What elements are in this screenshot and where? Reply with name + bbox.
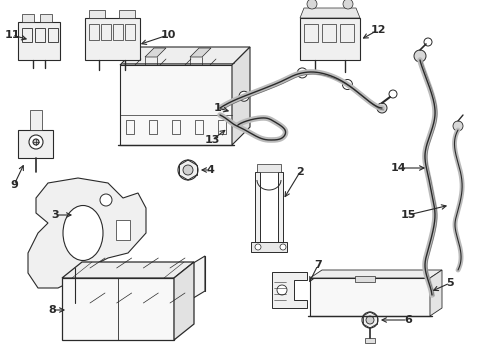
Bar [172,120,180,134]
Circle shape [239,91,248,101]
Polygon shape [309,270,441,278]
Text: 15: 15 [400,210,415,220]
Ellipse shape [63,206,103,261]
Polygon shape [271,272,306,308]
Text: 13: 13 [204,135,219,145]
Circle shape [365,316,373,324]
Polygon shape [429,270,441,316]
Bar [119,10,135,18]
Bar [364,338,374,343]
Polygon shape [18,22,60,60]
Bar [89,24,99,40]
Circle shape [178,160,198,180]
Bar [218,120,225,134]
Text: 4: 4 [205,165,214,175]
Circle shape [423,38,431,46]
Polygon shape [250,242,286,252]
Text: 12: 12 [369,25,385,35]
Polygon shape [30,110,42,130]
Bar [116,220,130,240]
Bar [101,24,111,40]
Bar [321,24,335,42]
Circle shape [280,244,285,250]
Polygon shape [299,8,359,18]
Circle shape [183,165,193,175]
Text: 6: 6 [403,315,411,325]
Bar [89,10,105,18]
Bar [421,290,437,298]
Text: 14: 14 [389,163,405,173]
Polygon shape [309,278,429,316]
Polygon shape [231,47,249,145]
Polygon shape [145,48,165,57]
Text: 9: 9 [10,180,18,190]
Polygon shape [28,178,146,288]
Text: 3: 3 [51,210,59,220]
Bar [257,164,281,172]
Circle shape [297,68,306,78]
Circle shape [33,139,39,145]
Text: 2: 2 [296,167,303,177]
Polygon shape [299,18,359,60]
Circle shape [306,0,316,9]
Polygon shape [75,256,204,303]
Text: 11: 11 [4,30,20,40]
Text: 8: 8 [48,305,56,315]
Text: 10: 10 [160,30,175,40]
Polygon shape [278,172,283,242]
Bar [339,24,353,42]
Text: 1: 1 [214,103,222,113]
Circle shape [376,103,386,113]
Bar [48,28,58,42]
Circle shape [29,135,43,149]
Polygon shape [120,47,249,65]
Polygon shape [85,18,140,60]
Polygon shape [190,48,210,57]
Bar [22,28,32,42]
Polygon shape [62,278,174,340]
Bar [113,24,123,40]
Polygon shape [18,130,53,158]
Bar [40,14,52,22]
Circle shape [342,0,352,9]
Circle shape [254,244,261,250]
Bar [304,24,317,42]
Bar [149,120,157,134]
Polygon shape [62,262,194,278]
Bar [195,120,203,134]
Bar [354,276,374,282]
Circle shape [276,285,286,295]
Circle shape [100,194,112,206]
Circle shape [413,50,425,62]
Bar [125,24,135,40]
Bar [126,120,134,134]
Bar [22,14,34,22]
Polygon shape [120,65,231,145]
Bar [35,28,45,42]
Text: 7: 7 [313,260,321,270]
Polygon shape [174,262,194,340]
Circle shape [388,90,396,98]
Circle shape [361,312,377,328]
Text: 5: 5 [445,278,453,288]
Circle shape [452,121,462,131]
Circle shape [342,80,352,90]
Polygon shape [254,172,260,242]
